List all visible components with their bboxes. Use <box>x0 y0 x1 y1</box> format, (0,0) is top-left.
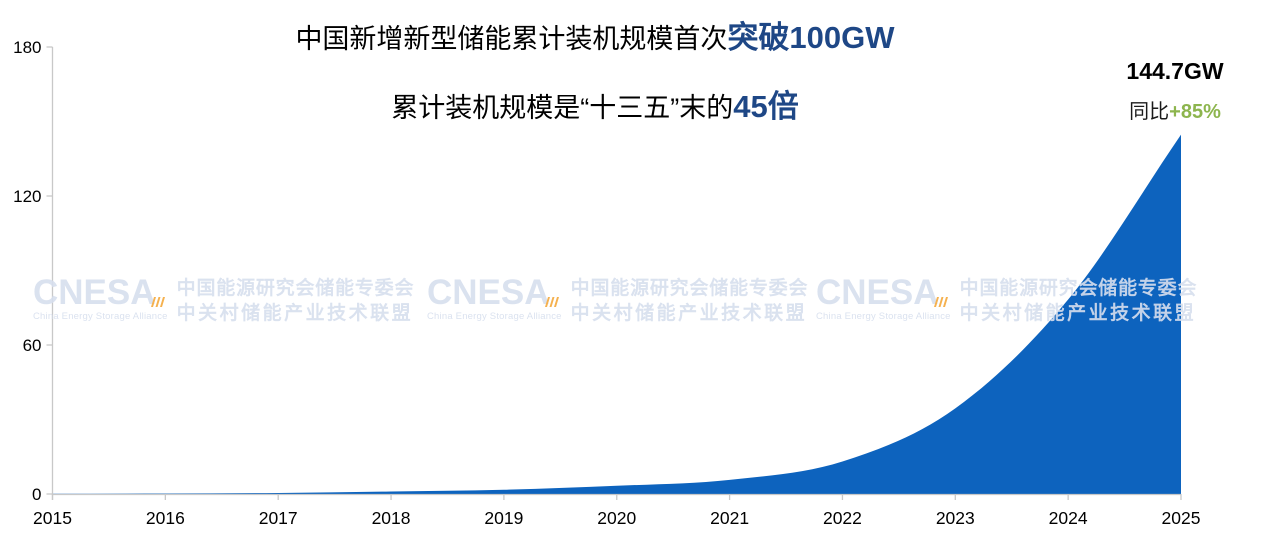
yoy-percent: +85% <box>1169 101 1221 123</box>
chart-title: 中国新增新型储能累计装机规模首次突破100GW <box>0 19 1190 58</box>
x-axis-label: 2015 <box>33 508 72 528</box>
yoy-label: 同比+85% <box>1105 99 1245 125</box>
x-axis-label: 2016 <box>146 508 185 528</box>
x-axis-label: 2019 <box>484 508 523 528</box>
peak-annotation: 144.7GW 同比+85% <box>1105 56 1245 125</box>
yoy-prefix: 同比 <box>1129 101 1170 123</box>
y-axis-label: 0 <box>32 485 41 504</box>
area-series <box>52 134 1181 494</box>
y-axis-label: 180 <box>13 38 41 57</box>
peak-value-label: 144.7GW <box>1126 58 1224 84</box>
chart-subtitle: 累计装机规模是“十三五”末的45倍 <box>0 87 1190 128</box>
x-axis-label: 2021 <box>710 508 749 528</box>
x-axis-label: 2023 <box>936 508 975 528</box>
x-axis-label: 2025 <box>1162 508 1201 528</box>
y-axis-label: 120 <box>13 187 41 206</box>
y-axis-label: 60 <box>23 336 42 355</box>
title-line2-accent: 45倍 <box>733 89 799 124</box>
x-axis-label: 2017 <box>259 508 298 528</box>
x-axis-label: 2022 <box>823 508 862 528</box>
x-axis-label: 2018 <box>372 508 411 528</box>
x-axis-label: 2020 <box>597 508 636 528</box>
x-axis-label: 2024 <box>1049 508 1088 528</box>
title-line1-plain: 中国新增新型储能累计装机规模首次 <box>295 24 728 54</box>
title-line1-accent: 突破100GW <box>727 20 895 55</box>
title-line2-plain: 累计装机规模是“十三五”末的 <box>391 93 734 123</box>
